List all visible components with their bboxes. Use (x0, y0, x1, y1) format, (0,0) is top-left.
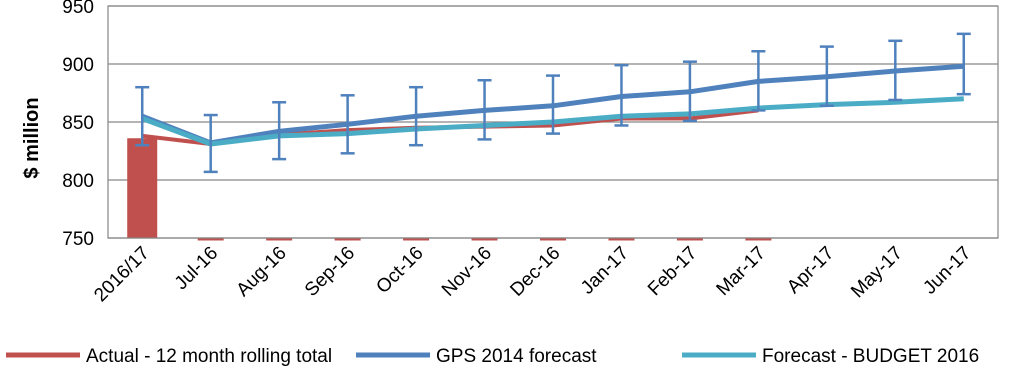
plot-area-border (107, 5, 999, 239)
bars (127, 138, 772, 241)
y-tick-label: 850 (62, 113, 94, 134)
bar-actual (127, 138, 158, 238)
x-tick-label: Jun-17 (919, 243, 975, 299)
x-tick-label: Dec-16 (506, 243, 564, 301)
error-bars (135, 32, 971, 174)
legend-label: Forecast - BUDGET 2016 (762, 346, 979, 367)
x-tick-label: Mar-17 (713, 243, 770, 300)
x-tick-label: Oct-16 (372, 243, 427, 298)
y-tick-label: 900 (62, 55, 94, 76)
y-tick-label: 950 (62, 0, 94, 18)
x-tick-label: Sep-16 (301, 243, 359, 301)
y-tick-label: 800 (62, 171, 94, 192)
legend: Actual - 12 month rolling total GPS 2014 … (6, 346, 979, 367)
y-tick-label: 750 (62, 229, 94, 250)
x-tick-label: May-17 (847, 243, 907, 303)
x-axis-tick-labels: 2016/17 Jul-16 Aug-16 Sep-16 Oct-16 Nov-16 Dec… (90, 243, 975, 306)
legend-label: GPS 2014 forecast (436, 346, 597, 367)
plot-border (107, 5, 999, 239)
x-tick-label: Jul-16 (171, 243, 222, 294)
x-tick-label: 2016/17 (90, 243, 153, 306)
legend-label: Actual - 12 month rolling total (86, 346, 332, 367)
y-axis-title: $ million (21, 97, 43, 178)
x-tick-label: Aug-16 (233, 243, 291, 301)
x-tick-label: Jan-17 (577, 243, 633, 299)
x-tick-label: Apr-17 (783, 243, 838, 298)
y-axis-tick-labels: 750 800 850 900 950 (62, 0, 94, 250)
x-tick-label: Feb-17 (644, 243, 701, 300)
x-tick-label: Nov-16 (438, 243, 496, 301)
